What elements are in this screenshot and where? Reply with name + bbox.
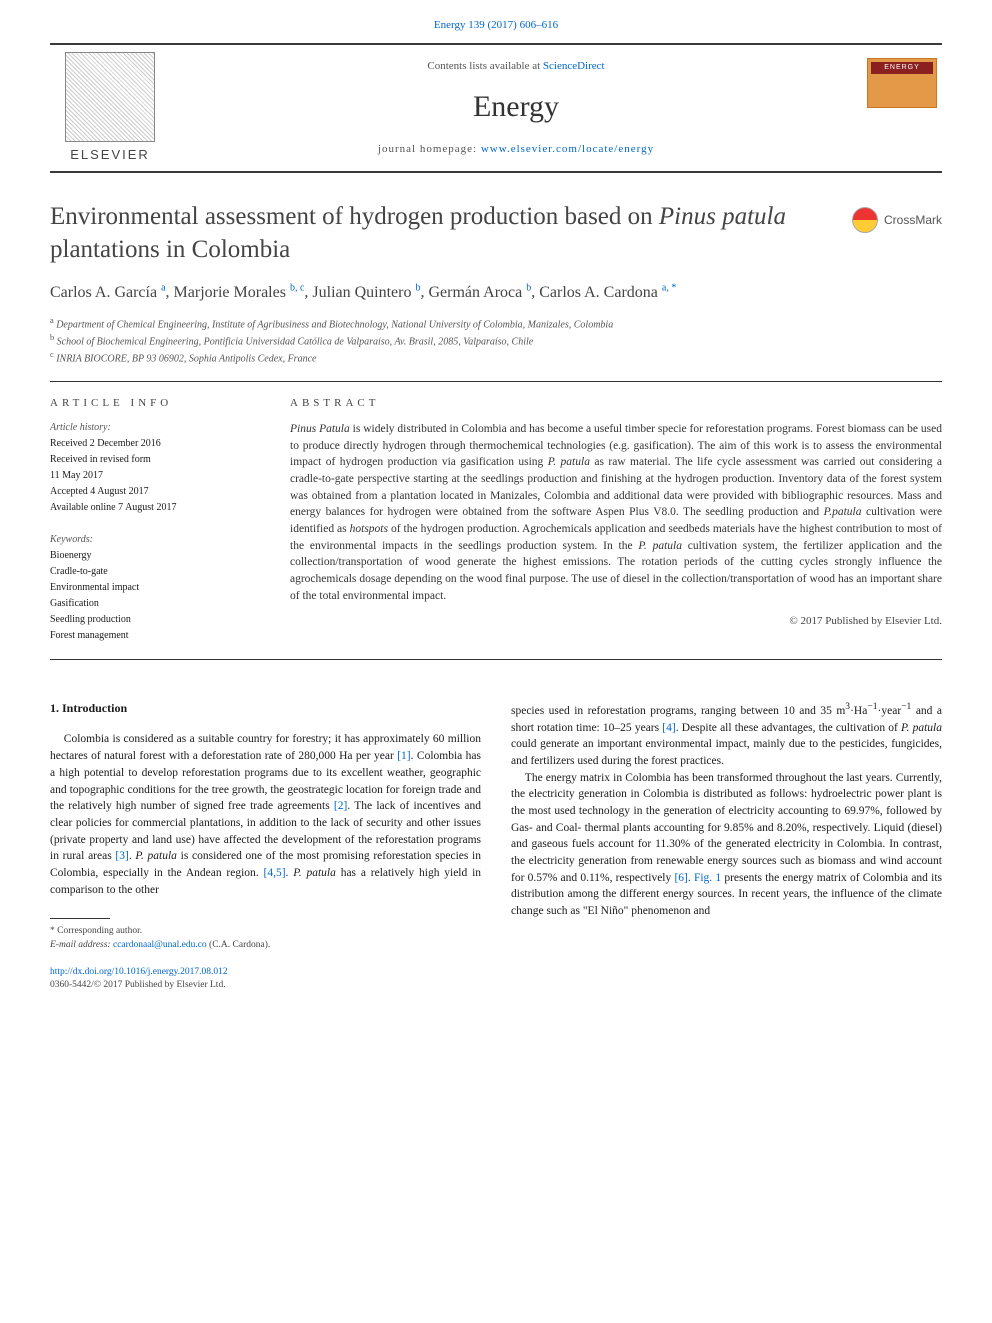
history-line: Available online 7 August 2017 xyxy=(50,501,260,515)
intro-para-1-cont: species used in reforestation programs, … xyxy=(511,700,942,770)
cover-label: ENERGY xyxy=(871,62,933,74)
abstract-copyright: © 2017 Published by Elsevier Ltd. xyxy=(290,614,942,629)
author-email-link[interactable]: ccardonaal@unal.edu.co xyxy=(113,940,207,950)
journal-header-band: ELSEVIER Contents lists available at Sci… xyxy=(50,43,942,173)
journal-cover-thumb: ENERGY xyxy=(862,58,942,158)
elsevier-tree-icon xyxy=(65,52,155,142)
divider-rule-bottom xyxy=(50,659,942,660)
body-two-columns: 1. Introduction Colombia is considered a… xyxy=(50,700,942,952)
body-left-column: 1. Introduction Colombia is considered a… xyxy=(50,700,481,952)
journal-homepage-line: journal homepage: www.elsevier.com/locat… xyxy=(170,142,862,157)
abstract-heading: abstract xyxy=(290,396,942,411)
doi-block: http://dx.doi.org/10.1016/j.energy.2017.… xyxy=(50,966,942,993)
info-abstract-row: article info Article history: Received 2… xyxy=(50,396,942,645)
keywords-list: Bioenergy Cradle-to-gate Environmental imp… xyxy=(50,549,260,643)
crossmark-text: CrossMark xyxy=(884,212,942,229)
body-right-column: species used in reforestation programs, … xyxy=(511,700,942,952)
corresponding-author-footnote: * Corresponding author. E-mail address: … xyxy=(50,925,481,952)
history-list: Received 2 December 2016 Received in revi… xyxy=(50,437,260,515)
history-line: Received 2 December 2016 xyxy=(50,437,260,451)
author-list: Carlos A. García a, Marjorie Morales b, … xyxy=(50,280,942,304)
divider-rule xyxy=(50,381,942,382)
ref-link[interactable]: [4,5] xyxy=(264,867,286,879)
abstract-text: Pinus Patula is widely distributed in Co… xyxy=(290,421,942,604)
ref-link[interactable]: [1] xyxy=(397,750,410,762)
article-info-column: article info Article history: Received 2… xyxy=(50,396,260,645)
affiliation-line: c INRIA BIOCORE, BP 93 06902, Sophia Ant… xyxy=(50,349,942,366)
citation-header: Energy 139 (2017) 606–616 xyxy=(0,0,992,43)
ref-link[interactable]: [2] xyxy=(334,800,347,812)
author-name: Marjorie Morales b, c xyxy=(174,284,305,301)
crossmark-badge[interactable]: CrossMark xyxy=(852,207,942,233)
ref-link[interactable]: [3] xyxy=(115,850,128,862)
keyword: Environmental impact xyxy=(50,581,260,595)
ref-link[interactable]: [4] xyxy=(662,722,675,734)
crossmark-icon xyxy=(852,207,878,233)
author-name: Carlos A. García a xyxy=(50,284,166,301)
article-info-heading: article info xyxy=(50,396,260,411)
intro-para-2: The energy matrix in Colombia has been t… xyxy=(511,770,942,920)
title-row: Environmental assessment of hydrogen pro… xyxy=(50,201,942,266)
ref-link[interactable]: [6] xyxy=(674,872,687,884)
keyword: Gasification xyxy=(50,597,260,611)
keyword: Seedling production xyxy=(50,613,260,627)
footnote-rule xyxy=(50,918,110,919)
publisher-logo: ELSEVIER xyxy=(50,52,170,164)
keywords-label: Keywords: xyxy=(50,533,260,547)
intro-para-1: Colombia is considered as a suitable cou… xyxy=(50,731,481,898)
issn-line: 0360-5442/© 2017 Published by Elsevier L… xyxy=(50,980,226,990)
affiliation-list: a Department of Chemical Engineering, In… xyxy=(50,315,942,367)
affiliation-line: a Department of Chemical Engineering, In… xyxy=(50,315,942,332)
sciencedirect-link[interactable]: ScienceDirect xyxy=(543,60,605,72)
journal-name: Energy xyxy=(170,86,862,128)
publisher-name: ELSEVIER xyxy=(50,146,170,164)
abstract-column: abstract Pinus Patula is widely distribu… xyxy=(290,396,942,645)
history-line: 11 May 2017 xyxy=(50,469,260,483)
keyword: Bioenergy xyxy=(50,549,260,563)
keyword: Forest management xyxy=(50,629,260,643)
history-line: Accepted 4 August 2017 xyxy=(50,485,260,499)
history-label: Article history: xyxy=(50,421,260,435)
cover-box-icon: ENERGY xyxy=(867,58,937,108)
citation-link[interactable]: Energy 139 (2017) 606–616 xyxy=(434,19,558,31)
header-center: Contents lists available at ScienceDirec… xyxy=(170,59,862,158)
section-heading-intro: 1. Introduction xyxy=(50,700,481,717)
cover-subtext xyxy=(862,114,942,121)
contents-available-line: Contents lists available at ScienceDirec… xyxy=(170,59,862,74)
author-name: Julian Quintero b xyxy=(312,284,420,301)
doi-link[interactable]: http://dx.doi.org/10.1016/j.energy.2017.… xyxy=(50,967,228,977)
author-name: Germán Aroca b xyxy=(428,284,531,301)
article-title: Environmental assessment of hydrogen pro… xyxy=(50,201,820,266)
journal-homepage-link[interactable]: www.elsevier.com/locate/energy xyxy=(481,143,654,155)
author-name: Carlos A. Cardona a, * xyxy=(539,284,676,301)
keyword: Cradle-to-gate xyxy=(50,565,260,579)
history-line: Received in revised form xyxy=(50,453,260,467)
fig-link[interactable]: Fig. 1 xyxy=(694,872,721,884)
affiliation-line: b School of Biochemical Engineering, Pon… xyxy=(50,332,942,349)
